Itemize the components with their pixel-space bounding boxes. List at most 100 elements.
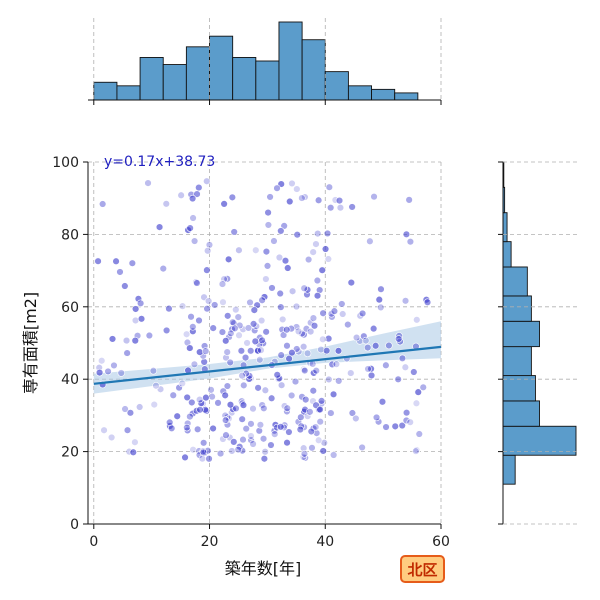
- scatter-point: [209, 324, 217, 332]
- scatter-point: [198, 454, 207, 463]
- right-hist-bar: [502, 320, 540, 348]
- scatter-point: [234, 313, 242, 321]
- scatter-point: [367, 365, 375, 373]
- top-hist-bar: [278, 21, 303, 101]
- top-hist-bar: [209, 35, 234, 101]
- scatter-point: [188, 398, 196, 407]
- scatter-point: [224, 312, 232, 320]
- scatter-point: [162, 200, 170, 208]
- x-axis-label: 築年数[年]: [225, 559, 302, 578]
- scatter-point: [283, 342, 291, 350]
- scatter-point: [338, 300, 346, 308]
- scatter-point: [167, 424, 176, 432]
- scatter-point: [344, 320, 352, 329]
- scatter-point: [216, 449, 225, 458]
- scatter-point: [218, 280, 227, 288]
- scatter-point: [223, 348, 231, 356]
- scatter-point: [398, 354, 407, 363]
- scatter-point: [283, 326, 291, 334]
- scatter-point: [126, 409, 135, 417]
- scatter-point: [241, 353, 250, 362]
- scatter-point: [244, 324, 253, 332]
- scatter-point: [222, 431, 230, 439]
- scatter-point: [319, 309, 327, 317]
- scatter-point: [306, 408, 314, 416]
- scatter-point: [413, 316, 421, 324]
- scatter-point: [362, 336, 370, 345]
- scatter-point: [195, 183, 203, 192]
- scatter-point: [277, 303, 285, 311]
- scatter-point: [123, 426, 132, 434]
- scatter-point: [257, 316, 266, 325]
- scatter-point: [277, 423, 285, 431]
- top-hist-bar: [371, 88, 396, 101]
- scatter-point: [131, 336, 139, 345]
- scatter-point: [308, 444, 316, 452]
- scatter-point: [262, 247, 271, 256]
- scatter-point: [197, 399, 205, 407]
- scatter-point: [277, 381, 286, 389]
- scatter-point: [189, 214, 197, 222]
- scatter-point: [131, 438, 139, 446]
- scatter-point: [402, 230, 411, 239]
- scatter-point: [277, 227, 285, 235]
- scatter-point: [401, 363, 410, 371]
- right-hist-bar: [502, 375, 536, 402]
- scatter-point: [302, 325, 311, 333]
- scatter-point: [193, 190, 201, 198]
- scatter-point: [203, 266, 211, 274]
- scatter-point: [226, 401, 235, 409]
- scatter-point: [246, 298, 254, 307]
- scatter-point: [267, 394, 276, 402]
- scatter-point: [321, 245, 330, 253]
- top-hist-bar: [301, 39, 326, 101]
- scatter-point: [307, 427, 316, 436]
- scatter-point: [401, 297, 410, 305]
- scatter-point: [311, 423, 320, 431]
- scatter-point: [204, 447, 212, 455]
- scatter-point: [235, 331, 243, 339]
- scatter-point: [189, 323, 197, 331]
- scatter-point: [193, 279, 201, 287]
- scatter-point: [230, 228, 238, 236]
- scatter-point: [129, 448, 137, 456]
- scatter-point: [108, 335, 117, 343]
- scatter-point: [299, 444, 308, 452]
- main-axes: 0 20 40 60 0 20 40 60 80 100: [52, 155, 450, 550]
- scatter-point: [332, 360, 341, 368]
- scatter-point: [237, 347, 246, 355]
- scatter-point: [309, 387, 317, 395]
- scatter-point: [296, 425, 305, 434]
- scatter-point: [110, 361, 118, 370]
- scatter-point: [247, 420, 255, 428]
- scatter-point: [391, 422, 399, 431]
- scatter-point: [293, 185, 301, 193]
- scatter-point: [209, 424, 217, 433]
- scatter-point: [201, 347, 210, 355]
- scatter-point: [281, 256, 290, 265]
- scatter-point: [205, 241, 214, 249]
- scatter-point: [228, 447, 236, 455]
- regression-layer: [93, 345, 442, 385]
- scatter-point: [328, 360, 336, 369]
- scatter-point: [203, 304, 211, 313]
- scatter-point: [238, 415, 246, 423]
- scatter-point: [203, 247, 212, 255]
- scatter-point: [382, 361, 390, 369]
- scatter-point: [304, 255, 313, 264]
- y-axis-label: 専有面積[m2]: [21, 292, 40, 394]
- scatter-point: [258, 296, 266, 304]
- regression-line: [93, 345, 442, 385]
- scatter-point: [385, 341, 393, 350]
- scatter-point: [116, 268, 124, 276]
- regression-equation-label: y=0.17x+38.73: [104, 154, 215, 170]
- scatter-point: [288, 287, 297, 295]
- scatter-point: [335, 377, 343, 385]
- top-hist-bar: [93, 81, 118, 101]
- top-hist-bar: [324, 71, 349, 101]
- scatter-point: [406, 237, 415, 246]
- x-tick-label: 20: [201, 534, 219, 550]
- scatter-point: [402, 416, 411, 425]
- scatter-point: [222, 337, 230, 345]
- top-hist-bar: [347, 85, 373, 101]
